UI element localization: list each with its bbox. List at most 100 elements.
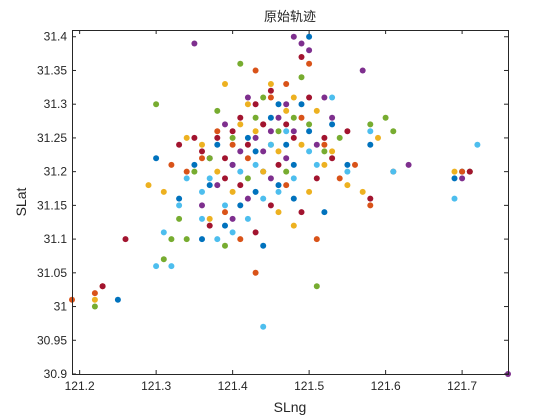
data-point — [244, 141, 251, 148]
data-point — [114, 296, 121, 303]
y-tick-label: 31.3 — [44, 97, 68, 111]
data-point — [183, 236, 190, 243]
data-point — [183, 134, 190, 141]
y-tick-label: 31.1 — [44, 232, 68, 246]
data-point — [260, 195, 267, 202]
data-point — [237, 121, 244, 128]
data-point — [267, 128, 274, 135]
data-point — [199, 155, 205, 162]
data-point — [290, 222, 297, 229]
data-point — [321, 161, 328, 168]
x-tick-label: 121.2 — [65, 379, 95, 393]
data-point — [206, 182, 213, 189]
data-point — [252, 229, 259, 236]
data-point — [222, 242, 228, 249]
data-point — [367, 195, 374, 202]
x-tick-label: 121.7 — [447, 379, 477, 393]
data-point — [344, 182, 351, 189]
data-point — [283, 168, 290, 175]
data-point — [260, 168, 267, 175]
data-point — [176, 202, 183, 209]
data-point — [191, 134, 198, 141]
data-point — [214, 168, 221, 175]
y-axis: 30.9 30.95 31 31.05 31.1 31.15 31.2 31.25 31.3 31… — [37, 30, 508, 381]
data-point — [390, 128, 397, 135]
data-point — [237, 202, 244, 209]
data-point — [267, 202, 274, 209]
x-tick-label: 121.4 — [218, 379, 248, 393]
data-point — [359, 67, 366, 74]
data-point — [275, 161, 282, 168]
data-point — [306, 33, 313, 40]
data-point — [229, 128, 236, 135]
data-point — [91, 296, 98, 303]
data-point — [191, 161, 198, 168]
y-tick-label: 31.25 — [37, 131, 67, 145]
data-point — [99, 283, 106, 290]
data-point — [267, 141, 274, 148]
data-point — [321, 141, 328, 148]
data-point — [222, 175, 228, 182]
data-point — [329, 148, 336, 155]
data-point — [283, 81, 290, 87]
x-axis-label: SLng — [274, 399, 307, 415]
data-point — [244, 215, 251, 222]
data-point — [222, 121, 228, 128]
data-point — [145, 182, 152, 189]
data-point — [252, 134, 259, 141]
data-point — [252, 101, 259, 108]
data-point — [321, 94, 328, 101]
plot-area — [72, 30, 508, 374]
data-point — [267, 87, 274, 94]
data-point — [298, 101, 305, 108]
y-tick-label: 31.2 — [44, 165, 68, 179]
data-point — [306, 128, 313, 135]
data-point — [329, 114, 336, 121]
data-point — [313, 161, 320, 168]
data-point — [459, 168, 466, 175]
data-point — [313, 107, 320, 114]
data-point — [214, 141, 221, 148]
data-point — [313, 175, 320, 182]
data-point — [183, 175, 190, 182]
data-point — [283, 101, 290, 108]
data-point — [306, 60, 313, 67]
data-point — [244, 134, 251, 141]
data-point — [206, 155, 213, 162]
data-point — [206, 215, 213, 222]
x-tick-label: 121.6 — [371, 379, 401, 393]
data-point — [275, 101, 282, 108]
data-point — [199, 236, 205, 243]
data-point — [267, 94, 274, 101]
data-point — [229, 161, 236, 168]
data-point — [321, 148, 328, 155]
data-point — [237, 168, 244, 175]
data-point — [306, 47, 313, 54]
data-point — [168, 161, 175, 168]
data-point — [206, 222, 213, 229]
data-point — [153, 101, 160, 108]
data-point — [176, 141, 183, 148]
data-point — [329, 94, 336, 101]
data-point — [405, 161, 412, 168]
data-point — [451, 195, 458, 202]
data-point — [367, 128, 374, 135]
data-point — [237, 114, 244, 121]
data-point — [306, 148, 313, 155]
data-point — [229, 229, 236, 236]
data-point — [260, 121, 267, 128]
data-point — [290, 114, 297, 121]
data-point — [359, 188, 366, 195]
data-point — [252, 188, 259, 195]
data-point — [451, 168, 458, 175]
data-point — [214, 107, 221, 114]
data-point — [306, 94, 313, 101]
data-point — [290, 195, 297, 202]
data-point — [306, 188, 313, 195]
data-point — [321, 209, 328, 216]
y-axis-label: SLat — [13, 187, 29, 216]
data-point — [252, 161, 259, 168]
data-point — [183, 168, 190, 175]
data-point — [229, 134, 236, 141]
